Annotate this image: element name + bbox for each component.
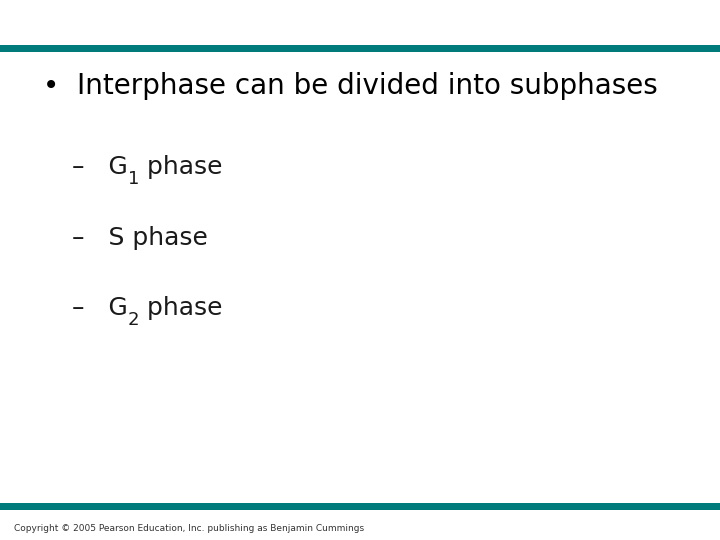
- Text: phase: phase: [139, 296, 222, 320]
- Text: phase: phase: [139, 156, 222, 179]
- Text: –   G: – G: [72, 296, 127, 320]
- Text: 1: 1: [127, 170, 139, 188]
- Text: –   S phase: – S phase: [72, 226, 208, 249]
- Text: –   G: – G: [72, 156, 127, 179]
- Bar: [0, 45, 720, 52]
- Bar: [0, 503, 720, 510]
- Text: Copyright © 2005 Pearson Education, Inc. publishing as Benjamin Cummings: Copyright © 2005 Pearson Education, Inc.…: [14, 524, 364, 532]
- Text: 2: 2: [127, 310, 139, 329]
- Text: •  Interphase can be divided into subphases: • Interphase can be divided into subphas…: [43, 72, 658, 100]
